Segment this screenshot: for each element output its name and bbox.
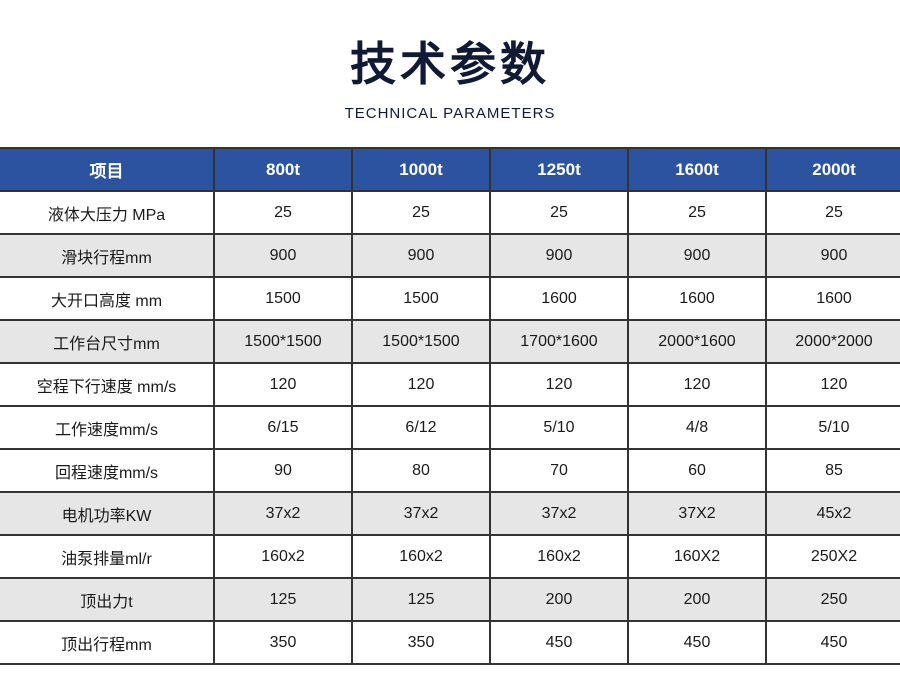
parameter-value: 5/10 [489,405,629,450]
column-header: 项目 [0,147,215,192]
column-header: 1600t [627,147,767,192]
parameter-value: 125 [213,577,353,622]
parameter-value: 25 [765,190,900,235]
parameter-value: 37X2 [627,491,767,536]
parameter-value: 120 [765,362,900,407]
parameter-value: 25 [489,190,629,235]
parameter-label: 顶出行程mm [0,620,215,665]
parameter-label: 工作速度mm/s [0,405,215,450]
table-row: 工作速度mm/s 6/15 6/12 5/10 4/8 5/10 [0,405,900,450]
parameter-value: 350 [351,620,491,665]
parameter-value: 80 [351,448,491,493]
parameter-value: 1500*1500 [213,319,353,364]
parameter-value: 1500 [351,276,491,321]
parameter-value: 25 [627,190,767,235]
table-row: 顶出行程mm 350 350 450 450 450 [0,620,900,665]
parameter-value: 70 [489,448,629,493]
parameter-value: 37x2 [213,491,353,536]
parameter-value: 200 [489,577,629,622]
table-row: 空程下行速度 mm/s 120 120 120 120 120 [0,362,900,407]
table-row: 回程速度mm/s 90 80 70 60 85 [0,448,900,493]
parameters-table: 项目 800t 1000t 1250t 1600t 2000t 液体大压力 MPa 25 25… [0,147,900,665]
parameter-value: 120 [213,362,353,407]
parameter-value: 1500 [213,276,353,321]
parameter-value: 1600 [627,276,767,321]
page-subtitle: TECHNICAL PARAMETERS [344,105,556,122]
parameter-value: 1500*1500 [351,319,491,364]
column-header: 1000t [351,147,491,192]
parameter-value: 160x2 [213,534,353,579]
parameter-value: 6/15 [213,405,353,450]
column-header: 1250t [489,147,629,192]
parameter-value: 5/10 [765,405,900,450]
parameter-value: 25 [351,190,491,235]
parameter-value: 125 [351,577,491,622]
parameter-value: 900 [765,233,900,278]
parameter-value: 85 [765,448,900,493]
table-row: 滑块行程mm 900 900 900 900 900 [0,233,900,278]
parameter-value: 37x2 [351,491,491,536]
table-row: 电机功率KW 37x2 37x2 37x2 37X2 45x2 [0,491,900,536]
table-row: 液体大压力 MPa 25 25 25 25 25 [0,190,900,235]
parameter-value: 120 [627,362,767,407]
parameter-value: 900 [213,233,353,278]
parameter-value: 45x2 [765,491,900,536]
parameter-value: 37x2 [489,491,629,536]
table-row: 工作台尺寸mm 1500*1500 1500*1500 1700*1600 2000*1… [0,319,900,364]
table-header-row: 项目 800t 1000t 1250t 1600t 2000t [0,147,900,192]
parameter-value: 60 [627,448,767,493]
parameter-value: 160x2 [489,534,629,579]
parameter-value: 120 [489,362,629,407]
column-header: 2000t [765,147,900,192]
parameter-value: 450 [627,620,767,665]
parameter-value: 250X2 [765,534,900,579]
parameter-value: 4/8 [627,405,767,450]
parameter-label: 滑块行程mm [0,233,215,278]
parameter-value: 200 [627,577,767,622]
parameter-value: 1700*1600 [489,319,629,364]
parameter-label: 油泵排量ml/r [0,534,215,579]
parameter-value: 900 [627,233,767,278]
parameter-value: 120 [351,362,491,407]
parameter-label: 空程下行速度 mm/s [0,362,215,407]
parameter-value: 1600 [489,276,629,321]
table-row: 大开口高度 mm 1500 1500 1600 1600 1600 [0,276,900,321]
parameter-label: 顶出力t [0,577,215,622]
parameter-value: 25 [213,190,353,235]
parameter-label: 回程速度mm/s [0,448,215,493]
parameter-label: 电机功率KW [0,491,215,536]
parameter-label: 液体大压力 MPa [0,190,215,235]
parameter-value: 1600 [765,276,900,321]
parameter-value: 2000*2000 [765,319,900,364]
parameter-value: 900 [351,233,491,278]
table-row: 油泵排量ml/r 160x2 160x2 160x2 160X2 250X2 [0,534,900,579]
parameter-value: 350 [213,620,353,665]
parameter-value: 6/12 [351,405,491,450]
page-title: 技术参数 [350,37,550,91]
parameter-value: 250 [765,577,900,622]
parameter-label: 工作台尺寸mm [0,319,215,364]
parameter-value: 2000*1600 [627,319,767,364]
table-row: 顶出力t 125 125 200 200 250 [0,577,900,622]
parameter-label: 大开口高度 mm [0,276,215,321]
parameter-value: 450 [765,620,900,665]
parameter-value: 90 [213,448,353,493]
parameter-value: 900 [489,233,629,278]
parameter-value: 450 [489,620,629,665]
parameter-value: 160x2 [351,534,491,579]
parameter-value: 160X2 [627,534,767,579]
column-header: 800t [213,147,353,192]
